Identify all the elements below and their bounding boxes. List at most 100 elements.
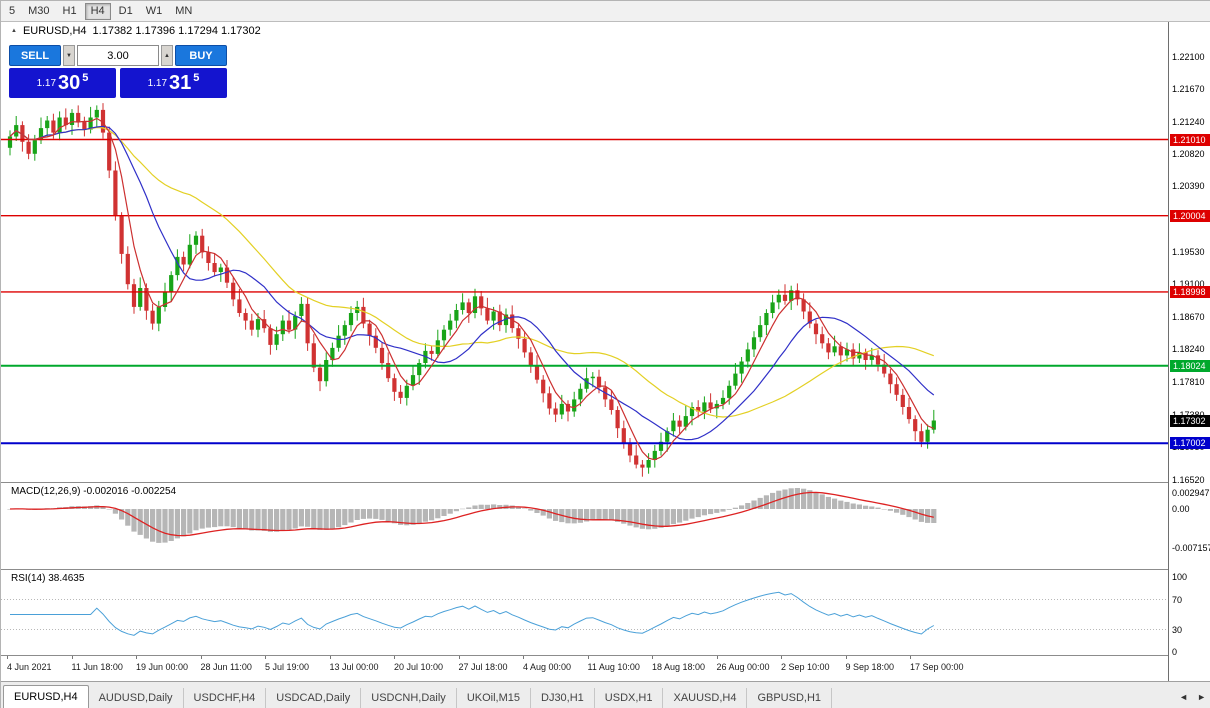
timeframe-5[interactable]: 5 <box>9 4 16 17</box>
one-click-trading-panel: SELL ▼ ▲ BUY 1.17 30 5 1.17 31 5 <box>9 45 227 98</box>
tab-usdchf-h4[interactable]: USDCHF,H4 <box>184 688 267 708</box>
time-label: 28 Jun 11:00 <box>200 662 252 672</box>
time-label: 19 Jun 00:00 <box>136 662 189 672</box>
time-tick <box>781 656 782 659</box>
rsi-axis-label: 30 <box>1172 624 1183 635</box>
time-tick <box>523 656 524 659</box>
time-label: 13 Jul 00:00 <box>329 662 379 672</box>
rsi-axis-label: 0 <box>1172 647 1178 657</box>
panel-separator <box>1 569 1210 570</box>
time-axis[interactable]: 4 Jun 2021 11 Jun 18:00 19 Jun 00:00 28 Jun… <box>1 656 1168 681</box>
price-tick-label: 1.20390 <box>1172 181 1205 192</box>
time-tick <box>845 656 847 659</box>
tab-usdcad-daily[interactable]: USDCAD,Daily <box>266 688 362 708</box>
candlestick-chart[interactable] <box>1 22 1168 482</box>
rsi-label: RSI(14) 38.4635 <box>11 573 85 584</box>
timeframe-d1[interactable]: D1 <box>118 4 133 17</box>
chart-tabbar: EURUSD,H4 AUDUSD,Daily USDCHF,H4 USDCAD,Dai… <box>1 681 1210 708</box>
sell-price-prefix: 1.17 <box>36 77 57 89</box>
panel-separator <box>1 655 1210 656</box>
timeframe-m30[interactable]: M30 <box>28 4 50 17</box>
time-tick <box>910 656 911 659</box>
time-label: 2 Sep 10:00 <box>781 662 830 672</box>
tab-gbpusd-h1[interactable]: GBPUSD,H1 <box>747 688 833 708</box>
time-tick <box>652 656 653 659</box>
price-tick-label: 1.21240 <box>1172 117 1205 127</box>
price-tick-label: 1.16520 <box>1172 474 1205 485</box>
time-label: 11 Jun 18:00 <box>71 662 123 672</box>
time-tick <box>71 656 73 659</box>
tab-xauusd-h4[interactable]: XAUUSD,H4 <box>663 688 748 708</box>
time-tick <box>200 656 202 659</box>
price-axis[interactable]: 1.221001.216701.212401.208201.203901.199… <box>1168 22 1210 681</box>
price-tick-label: 1.22100 <box>1172 51 1205 62</box>
rsi-indicator-chart[interactable] <box>1 570 1168 655</box>
tab-usdcnh-daily[interactable]: USDCNH,Daily <box>361 688 457 708</box>
chart-marker-icon: ▲ <box>11 28 17 34</box>
sell-price-button[interactable]: 1.17 30 5 <box>9 68 116 98</box>
level-price-badge: 1.18024 <box>1170 359 1210 372</box>
rsi-axis-label: 100 <box>1172 572 1188 582</box>
price-tick-label: 1.21670 <box>1172 84 1205 95</box>
sell-button[interactable]: SELL <box>9 45 61 66</box>
macd-axis-label: -0.007157 <box>1172 542 1210 553</box>
tabs-scroll-right-button[interactable]: ► <box>1197 692 1206 702</box>
buy-button[interactable]: BUY <box>175 45 227 66</box>
chart-tabs-list: EURUSD,H4 AUDUSD,Daily USDCHF,H4 USDCAD,Dai… <box>1 682 1210 708</box>
time-tick <box>587 656 589 659</box>
trade-controls-row: SELL ▼ ▲ BUY <box>9 45 227 66</box>
timeframe-w1[interactable]: W1 <box>145 4 163 17</box>
time-label: 26 Aug 00:00 <box>716 662 770 672</box>
time-label: 18 Aug 18:00 <box>652 662 706 672</box>
level-price-badge: 1.20004 <box>1170 209 1210 222</box>
level-price-badge: 1.17002 <box>1170 437 1210 450</box>
price-tick-label: 1.18670 <box>1172 311 1205 322</box>
chart-ohlc-values: 1.17382 1.17396 1.17294 1.17302 <box>92 25 261 37</box>
tab-ukoil-m15[interactable]: UKOil,M15 <box>457 688 531 708</box>
time-label: 17 Sep 00:00 <box>910 662 964 672</box>
time-tick <box>394 656 395 659</box>
macd-label: MACD(12,26,9) -0.002016 -0.002254 <box>11 486 177 497</box>
lot-decrease-button[interactable]: ▼ <box>63 45 75 66</box>
time-label: 4 Aug 00:00 <box>523 662 572 672</box>
price-tick-label: 1.19530 <box>1172 246 1205 257</box>
chart-symbol-period: EURUSD,H4 <box>22 25 87 37</box>
time-tick <box>716 656 718 659</box>
lot-size-input[interactable] <box>77 45 159 66</box>
level-price-badge: 1.21010 <box>1170 133 1210 146</box>
tab-audusd-daily[interactable]: AUDUSD,Daily <box>89 688 184 708</box>
price-tick-label: 1.17810 <box>1172 377 1205 387</box>
tab-usdx-h1[interactable]: USDX,H1 <box>595 688 664 708</box>
sell-price-pip: 5 <box>82 72 89 84</box>
time-tick <box>265 656 266 659</box>
panel-separator <box>1 482 1210 483</box>
macd-axis-label: 0.002947 <box>1172 488 1210 499</box>
timeframe-h4[interactable]: H4 <box>84 2 111 20</box>
current-price-badge: 1.17302 <box>1170 414 1210 427</box>
price-tick-label: 1.18240 <box>1172 344 1205 355</box>
price-tick-label: 1.19100 <box>1172 279 1205 290</box>
chart-plot-area[interactable]: ▲ EURUSD,H4 1.17382 1.17396 1.17294 1.17… <box>1 22 1168 681</box>
rsi-axis-label: 70 <box>1172 594 1183 605</box>
tab-eurusd-h4[interactable]: EURUSD,H4 <box>3 685 89 708</box>
buy-price-prefix: 1.17 <box>147 77 168 89</box>
macd-indicator-chart[interactable] <box>1 483 1168 569</box>
tab-dj30-h1[interactable]: DJ30,H1 <box>531 688 595 708</box>
timeframe-h1[interactable]: H1 <box>62 4 77 17</box>
time-tick <box>329 656 331 659</box>
trade-prices-row: 1.17 30 5 1.17 31 5 <box>9 68 227 98</box>
time-tick <box>136 656 137 659</box>
buy-price-pip: 5 <box>193 72 200 84</box>
buy-price-button[interactable]: 1.17 31 5 <box>120 68 227 98</box>
time-tick <box>458 656 460 659</box>
level-price-badge: 1.18998 <box>1170 285 1210 298</box>
lot-increase-button[interactable]: ▲ <box>161 45 173 66</box>
tabs-scroll-left-button[interactable]: ◄ <box>1179 692 1189 702</box>
time-label: 27 Jul 18:00 <box>458 662 508 672</box>
time-label: 4 Jun 2021 <box>7 662 52 672</box>
timeframe-mn[interactable]: MN <box>175 4 193 17</box>
time-label: 9 Sep 18:00 <box>845 662 895 672</box>
buy-price-big: 31 <box>169 72 192 94</box>
time-label: 11 Aug 10:00 <box>587 662 640 672</box>
